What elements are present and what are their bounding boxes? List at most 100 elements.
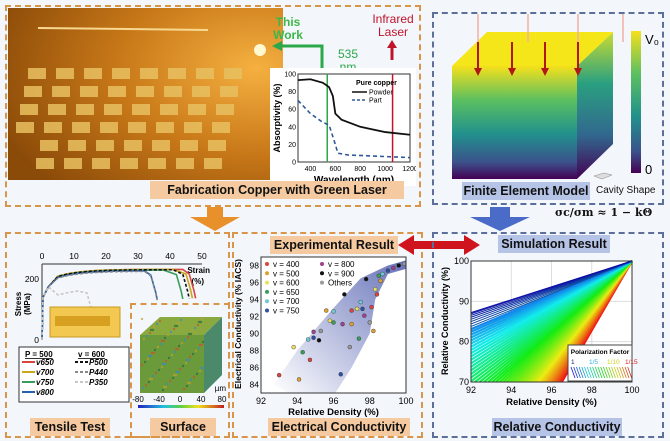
data-point [349, 321, 354, 327]
data-point [385, 268, 391, 273]
x-tick: 98 [365, 396, 375, 406]
y-tick: 96 [250, 278, 260, 288]
legend-entry: v = 700 [273, 297, 300, 306]
surface-texture [162, 339, 166, 343]
legend-swatch [586, 366, 592, 379]
printed-sample [80, 86, 98, 97]
x-tick: 1000 [377, 166, 393, 173]
x-tick: 1200 [402, 166, 416, 173]
tensile-label: Tensile Test [30, 418, 110, 436]
y-label: Absorptivity (%) [272, 83, 282, 152]
legend-entry: v800 [36, 388, 54, 397]
legend-swatch [603, 366, 608, 379]
y-label: Relative Conductivity (%) [440, 267, 450, 375]
surface-texture [175, 324, 179, 328]
x-tick: 40 [165, 251, 175, 261]
printed-sample [28, 68, 46, 79]
y-tick: 80 [459, 337, 469, 347]
surface-texture [200, 317, 204, 321]
surface-texture [140, 317, 144, 321]
printed-sample [92, 158, 110, 169]
colorbar-max: V₀ [645, 32, 659, 47]
printed-sample [124, 140, 142, 151]
printed-sample [136, 86, 154, 97]
legend-marker [265, 299, 269, 304]
infrared-label: Infrared Laser [372, 12, 414, 39]
confidence-region [273, 260, 406, 393]
formula: σc/σm ≈ 1 − kΘ [555, 206, 653, 219]
legend-swatch [594, 366, 600, 379]
surface-texture [201, 340, 205, 344]
surface-texture [172, 373, 176, 377]
surface-panel [130, 303, 230, 438]
surface-texture [201, 366, 205, 370]
absorptivity-chart: 400 600 800 1000 1200 0 20 40 60 80 100 Wavelength … [270, 68, 416, 186]
x-tick: 10 [69, 251, 79, 261]
data-point [324, 308, 329, 313]
load-arrow-head [508, 68, 516, 76]
surface-texture [148, 377, 152, 381]
surface-chart: µm -80 -40 0 40 80 [132, 317, 227, 408]
x-tick: 94 [292, 396, 302, 406]
surface-texture [150, 351, 154, 355]
surface-texture [144, 383, 148, 387]
surface-texture [170, 353, 174, 357]
simulation-panel [432, 232, 664, 438]
data-point [372, 287, 378, 292]
legend-tick: 1/10 [607, 359, 620, 366]
fabrication-label: Fabrication Copper with Green Laser [150, 181, 404, 199]
surface-texture [147, 354, 151, 358]
colorbar-tick: -80 [132, 395, 144, 404]
load-arrow-head [541, 68, 549, 76]
surface-texture [167, 356, 171, 360]
y-tick: 100 [284, 72, 296, 79]
surface-texture [198, 369, 202, 373]
legend-entry: Powder [369, 90, 393, 97]
surface-texture [157, 368, 161, 372]
surface-texture [164, 359, 168, 363]
printed-sample [156, 122, 174, 133]
data-point [347, 344, 353, 350]
surface-texture [143, 360, 147, 364]
legend-marker [265, 289, 269, 294]
legend-entry: v = 800 [328, 260, 355, 269]
cube-front-face [452, 66, 577, 179]
legend-marker [320, 271, 324, 276]
printed-sample [184, 122, 202, 133]
surface-texture [160, 339, 164, 343]
surface-texture [187, 358, 191, 362]
surface-texture [189, 332, 193, 336]
surface-texture [165, 382, 169, 386]
y-tick: 92 [250, 312, 260, 322]
printed-sample [76, 104, 94, 115]
data-point [331, 320, 336, 325]
specimen-gauge [55, 316, 110, 326]
data-point [340, 321, 345, 327]
printed-sample [112, 68, 130, 79]
surface-colorbar [138, 405, 224, 408]
fabrication-photo [8, 8, 283, 180]
colorbar-min: 0 [645, 162, 652, 177]
surface-texture [154, 371, 158, 375]
printed-sample [204, 158, 222, 169]
printed-sample [216, 104, 234, 115]
data-point [360, 306, 365, 312]
surface-texture [147, 380, 151, 384]
data-point [380, 271, 385, 277]
curve-p500 [41, 268, 190, 341]
surface-texture [186, 381, 190, 385]
surface-texture [198, 343, 202, 347]
data-point [374, 292, 380, 297]
surface-texture [155, 322, 159, 326]
surface-texture [176, 321, 180, 325]
printed-sample [20, 104, 38, 115]
surface-texture [178, 367, 182, 371]
legend-tick: 1 [571, 359, 575, 366]
data-point [305, 337, 311, 342]
surface-texture [145, 334, 149, 338]
surface-texture [199, 366, 203, 370]
load-arrow-head [474, 68, 482, 76]
legend-entry: P500 [89, 358, 108, 367]
data-point [363, 276, 369, 282]
legend-marker [265, 262, 269, 266]
